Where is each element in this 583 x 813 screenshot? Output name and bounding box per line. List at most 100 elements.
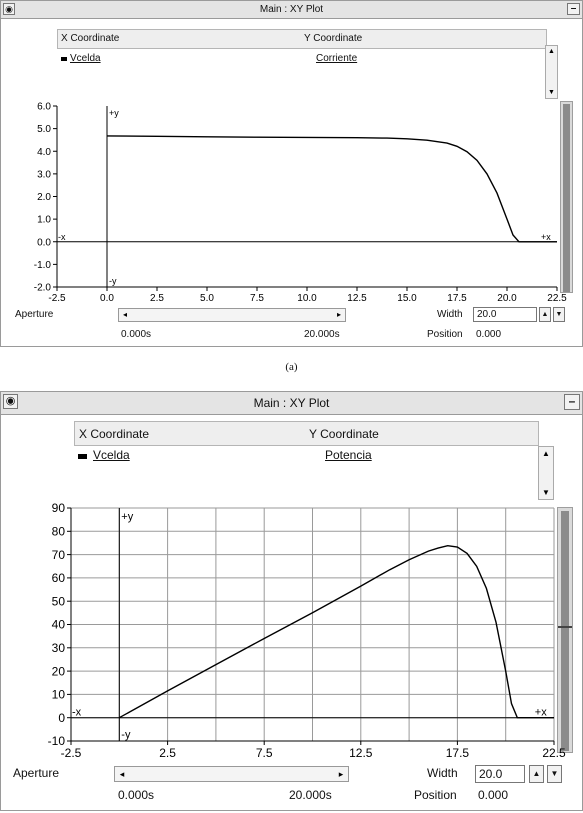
minus-x-marker: -x [72,707,82,719]
x-coordinate-label: X Coordinate [61,33,120,44]
scroll-up-icon[interactable]: ▲ [542,449,550,458]
y-coordinate-label: Y Coordinate [309,427,379,441]
y-tick-label: 20 [52,664,66,678]
time-end: 20.000s [304,329,340,340]
time-start: 0.000s [118,788,155,802]
y-tick-label: 1.0 [37,215,51,226]
y-tick-label: 6.0 [37,102,51,113]
y-coordinate-label: Y Coordinate [304,33,363,44]
series-color-swatch [78,454,87,459]
y-tick-label: 50 [52,594,66,608]
title-bar[interactable]: ◉ Main : XY Plot – [1,392,582,415]
spin-down-icon[interactable]: ▼ [547,765,562,783]
x-tick-label: 0.0 [100,293,114,304]
coordinate-header: X Coordinate Y Coordinate [74,421,539,446]
minus-x-marker: -x [58,232,66,242]
time-end: 20.000s [289,788,332,802]
window-title: Main : XY Plot [253,396,330,410]
series-color-swatch [61,57,67,61]
zoom-bar-marker [558,626,572,628]
y-tick-label: 30 [52,641,66,655]
x-signal-name[interactable]: Vcelda [70,53,101,64]
x-tick-label: 22.5 [547,293,567,304]
eye-icon[interactable]: ◉ [3,3,15,15]
coordinate-header: X Coordinate Y Coordinate [57,29,547,49]
y-tick-label: -1.0 [34,260,52,271]
width-input[interactable]: 20.0 [473,307,537,322]
y-tick-label: 60 [52,571,66,585]
spin-up-icon[interactable]: ▲ [539,307,551,322]
position-label: Position [414,788,457,802]
y-tick-label: -2.0 [34,283,52,294]
x-tick-label: 2.5 [159,746,176,760]
width-label: Width [437,309,463,320]
aperture-label: Aperture [15,309,54,320]
aperture-scrollbar[interactable]: ◂ ▸ [114,766,349,782]
x-tick-label: 7.5 [256,746,273,760]
power-voltage-chart: 90 80 70 60 50 40 30 20 10 0 -10-2.5 2.5 7.5 12.5 17.5… [48,501,566,760]
plus-x-marker: +x [541,232,551,242]
y-tick-label: 3.0 [37,169,51,180]
y-tick-label: 90 [52,501,66,515]
x-tick-label: 12.5 [349,746,373,760]
x-tick-label: 12.5 [347,293,367,304]
y-tick-label: -10 [48,734,66,748]
x-tick-label: 17.5 [446,746,470,760]
y-tick-label: 10 [52,688,66,702]
xy-plot-window-b: ◉ Main : XY Plot – X Coordinate Y Coordi… [0,391,583,811]
x-tick-label: 7.5 [250,293,264,304]
minus-y-marker: -y [121,729,131,741]
y-tick-label: 0 [58,711,65,725]
width-input[interactable]: 20.0 [475,765,525,783]
minus-icon[interactable]: – [567,3,580,15]
minus-icon[interactable]: – [564,394,580,410]
x-tick-label: 15.0 [397,293,417,304]
vertical-zoom-bar[interactable] [560,101,573,293]
spin-down-icon[interactable]: ▼ [553,307,565,322]
scroll-down-icon[interactable]: ▼ [548,89,555,96]
x-tick-label: 10.0 [297,293,317,304]
header-scrollbar[interactable]: ▲ ▼ [538,446,554,500]
x-tick-label: 17.5 [447,293,467,304]
series-line-corriente [106,135,557,243]
y-signal-name[interactable]: Potencia [325,448,372,462]
position-value: 0.000 [476,329,502,340]
y-tick-label: 0.0 [37,237,51,248]
scroll-right-icon[interactable]: ▸ [336,310,341,319]
scroll-left-icon[interactable]: ◂ [119,769,125,779]
plus-y-marker: +y [109,108,119,118]
scroll-right-icon[interactable]: ▸ [338,769,344,779]
vertical-zoom-bar[interactable] [557,507,573,753]
y-signal-name[interactable]: Corriente [316,53,358,64]
aperture-label: Aperture [13,766,60,780]
plus-y-marker: +y [121,511,133,523]
width-label: Width [427,766,458,780]
y-tick-label: 70 [52,548,66,562]
zoom-bar-thumb[interactable] [563,104,570,292]
position-label: Position [427,329,463,340]
x-tick-label: 5.0 [200,293,214,304]
time-start: 0.000s [121,329,152,340]
y-tick-label: 2.0 [37,192,51,203]
x-tick-label: -2.5 [61,746,82,760]
minus-y-marker: -y [109,276,117,286]
figure-caption: (a) [285,361,298,373]
x-tick-label: -2.5 [48,293,66,304]
scroll-down-icon[interactable]: ▼ [542,488,550,497]
scroll-left-icon[interactable]: ◂ [122,310,127,319]
aperture-scrollbar[interactable]: ◂ ▸ [118,308,346,322]
x-signal-name[interactable]: Vcelda [93,448,130,462]
y-tick-label: 80 [52,525,66,539]
y-tick-label: 5.0 [37,124,51,135]
plus-x-marker: +x [535,707,547,719]
scroll-up-icon[interactable]: ▲ [548,48,555,55]
zoom-bar-thumb[interactable] [561,511,569,751]
spin-up-icon[interactable]: ▲ [529,765,544,783]
header-scrollbar[interactable]: ▲ ▼ [545,45,558,99]
x-tick-label: 2.5 [150,293,164,304]
x-tick-label: 20.0 [497,293,517,304]
xy-plot-window-a: ◉ Main : XY Plot – X Coordinate Y Coordi… [0,0,583,347]
title-bar[interactable]: ◉ Main : XY Plot – [1,1,582,19]
eye-icon[interactable]: ◉ [3,394,18,409]
x-coordinate-label: X Coordinate [79,427,150,441]
